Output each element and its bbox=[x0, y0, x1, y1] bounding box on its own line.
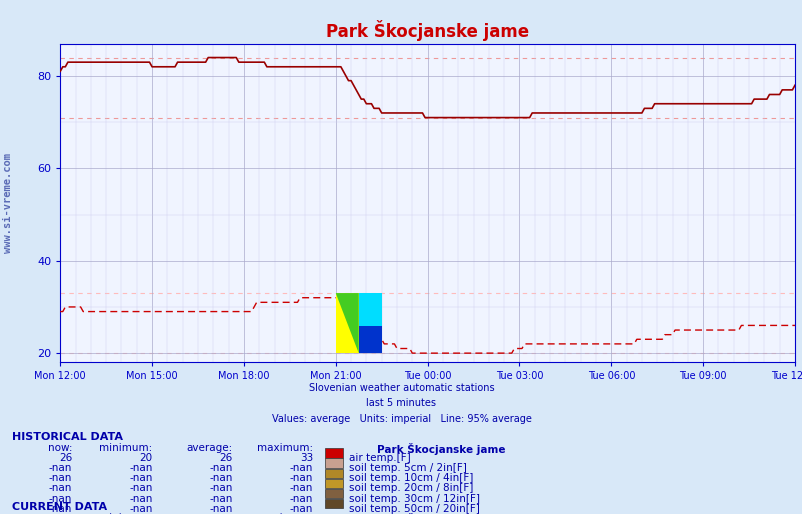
Text: -nan: -nan bbox=[49, 473, 72, 483]
Text: maximum:: maximum: bbox=[257, 443, 313, 453]
Text: soil temp. 50cm / 20in[F]: soil temp. 50cm / 20in[F] bbox=[349, 504, 480, 514]
Text: soil temp. 5cm / 2in[F]: soil temp. 5cm / 2in[F] bbox=[349, 463, 467, 473]
Text: average:: average: bbox=[186, 513, 233, 514]
Bar bbox=[335, 293, 358, 353]
Bar bbox=[325, 489, 342, 498]
Text: -nan: -nan bbox=[209, 484, 233, 493]
Bar bbox=[358, 293, 381, 326]
Text: -nan: -nan bbox=[209, 463, 233, 473]
Bar bbox=[325, 499, 342, 508]
Title: Park Škocjanske jame: Park Škocjanske jame bbox=[326, 20, 529, 41]
Text: -nan: -nan bbox=[290, 473, 313, 483]
Bar bbox=[325, 458, 342, 468]
Text: now:: now: bbox=[47, 443, 72, 453]
Text: -nan: -nan bbox=[129, 463, 152, 473]
Text: Park Škocjanske jame: Park Škocjanske jame bbox=[377, 443, 505, 455]
Text: CURRENT DATA: CURRENT DATA bbox=[12, 502, 107, 512]
Text: 33: 33 bbox=[299, 453, 313, 463]
Text: Slovenian weather automatic stations: Slovenian weather automatic stations bbox=[308, 383, 494, 393]
Text: -nan: -nan bbox=[129, 473, 152, 483]
Text: maximum:: maximum: bbox=[257, 513, 313, 514]
Text: 20: 20 bbox=[140, 453, 152, 463]
Text: soil temp. 30cm / 12in[F]: soil temp. 30cm / 12in[F] bbox=[349, 493, 480, 504]
Text: -nan: -nan bbox=[49, 463, 72, 473]
Text: -nan: -nan bbox=[129, 484, 152, 493]
Text: -nan: -nan bbox=[209, 493, 233, 504]
Text: -nan: -nan bbox=[209, 473, 233, 483]
Text: 26: 26 bbox=[59, 453, 72, 463]
Text: -nan: -nan bbox=[49, 493, 72, 504]
Text: Park Škocjanske jame: Park Škocjanske jame bbox=[377, 513, 505, 514]
Bar bbox=[325, 469, 342, 478]
Text: air temp.[F]: air temp.[F] bbox=[349, 453, 411, 463]
Text: soil temp. 10cm / 4in[F]: soil temp. 10cm / 4in[F] bbox=[349, 473, 473, 483]
Text: -nan: -nan bbox=[129, 493, 152, 504]
Text: -nan: -nan bbox=[129, 504, 152, 514]
Text: 26: 26 bbox=[219, 453, 233, 463]
Text: -nan: -nan bbox=[290, 504, 313, 514]
Text: HISTORICAL DATA: HISTORICAL DATA bbox=[12, 432, 123, 442]
Text: average:: average: bbox=[186, 443, 233, 453]
Text: www.si-vreme.com: www.si-vreme.com bbox=[3, 153, 13, 253]
Text: minimum:: minimum: bbox=[99, 513, 152, 514]
Text: -nan: -nan bbox=[49, 484, 72, 493]
Text: -nan: -nan bbox=[49, 504, 72, 514]
Bar bbox=[325, 479, 342, 488]
Bar bbox=[358, 326, 381, 353]
Text: now:: now: bbox=[47, 513, 72, 514]
Polygon shape bbox=[335, 293, 358, 353]
Text: -nan: -nan bbox=[209, 504, 233, 514]
Text: soil temp. 20cm / 8in[F]: soil temp. 20cm / 8in[F] bbox=[349, 484, 473, 493]
Text: -nan: -nan bbox=[290, 493, 313, 504]
Text: minimum:: minimum: bbox=[99, 443, 152, 453]
Bar bbox=[325, 448, 342, 457]
Text: -nan: -nan bbox=[290, 463, 313, 473]
Text: -nan: -nan bbox=[290, 484, 313, 493]
Text: Values: average   Units: imperial   Line: 95% average: Values: average Units: imperial Line: 95… bbox=[271, 414, 531, 424]
Text: last 5 minutes: last 5 minutes bbox=[366, 398, 436, 408]
